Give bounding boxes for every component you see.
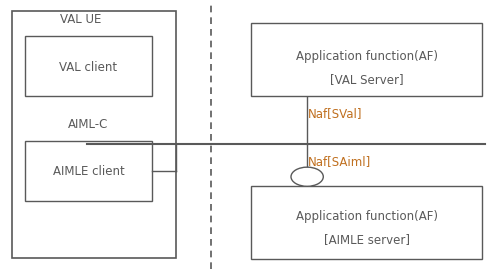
- FancyBboxPatch shape: [25, 36, 152, 96]
- FancyBboxPatch shape: [251, 23, 482, 96]
- Text: AIMLE client: AIMLE client: [53, 165, 124, 178]
- Text: Naf[SAiml]: Naf[SAiml]: [308, 155, 371, 168]
- Ellipse shape: [291, 167, 324, 186]
- FancyBboxPatch shape: [251, 186, 482, 259]
- Text: VAL UE: VAL UE: [60, 13, 101, 26]
- Text: VAL client: VAL client: [60, 61, 117, 74]
- FancyBboxPatch shape: [25, 141, 152, 201]
- Text: Application function(AF): Application function(AF): [296, 50, 438, 63]
- FancyBboxPatch shape: [12, 11, 176, 258]
- Text: Naf[SVal]: Naf[SVal]: [308, 107, 363, 120]
- Text: Application function(AF): Application function(AF): [296, 210, 438, 223]
- Text: [AIMLE server]: [AIMLE server]: [324, 233, 410, 246]
- Text: [VAL Server]: [VAL Server]: [330, 73, 404, 86]
- Text: AIML-C: AIML-C: [68, 118, 109, 131]
